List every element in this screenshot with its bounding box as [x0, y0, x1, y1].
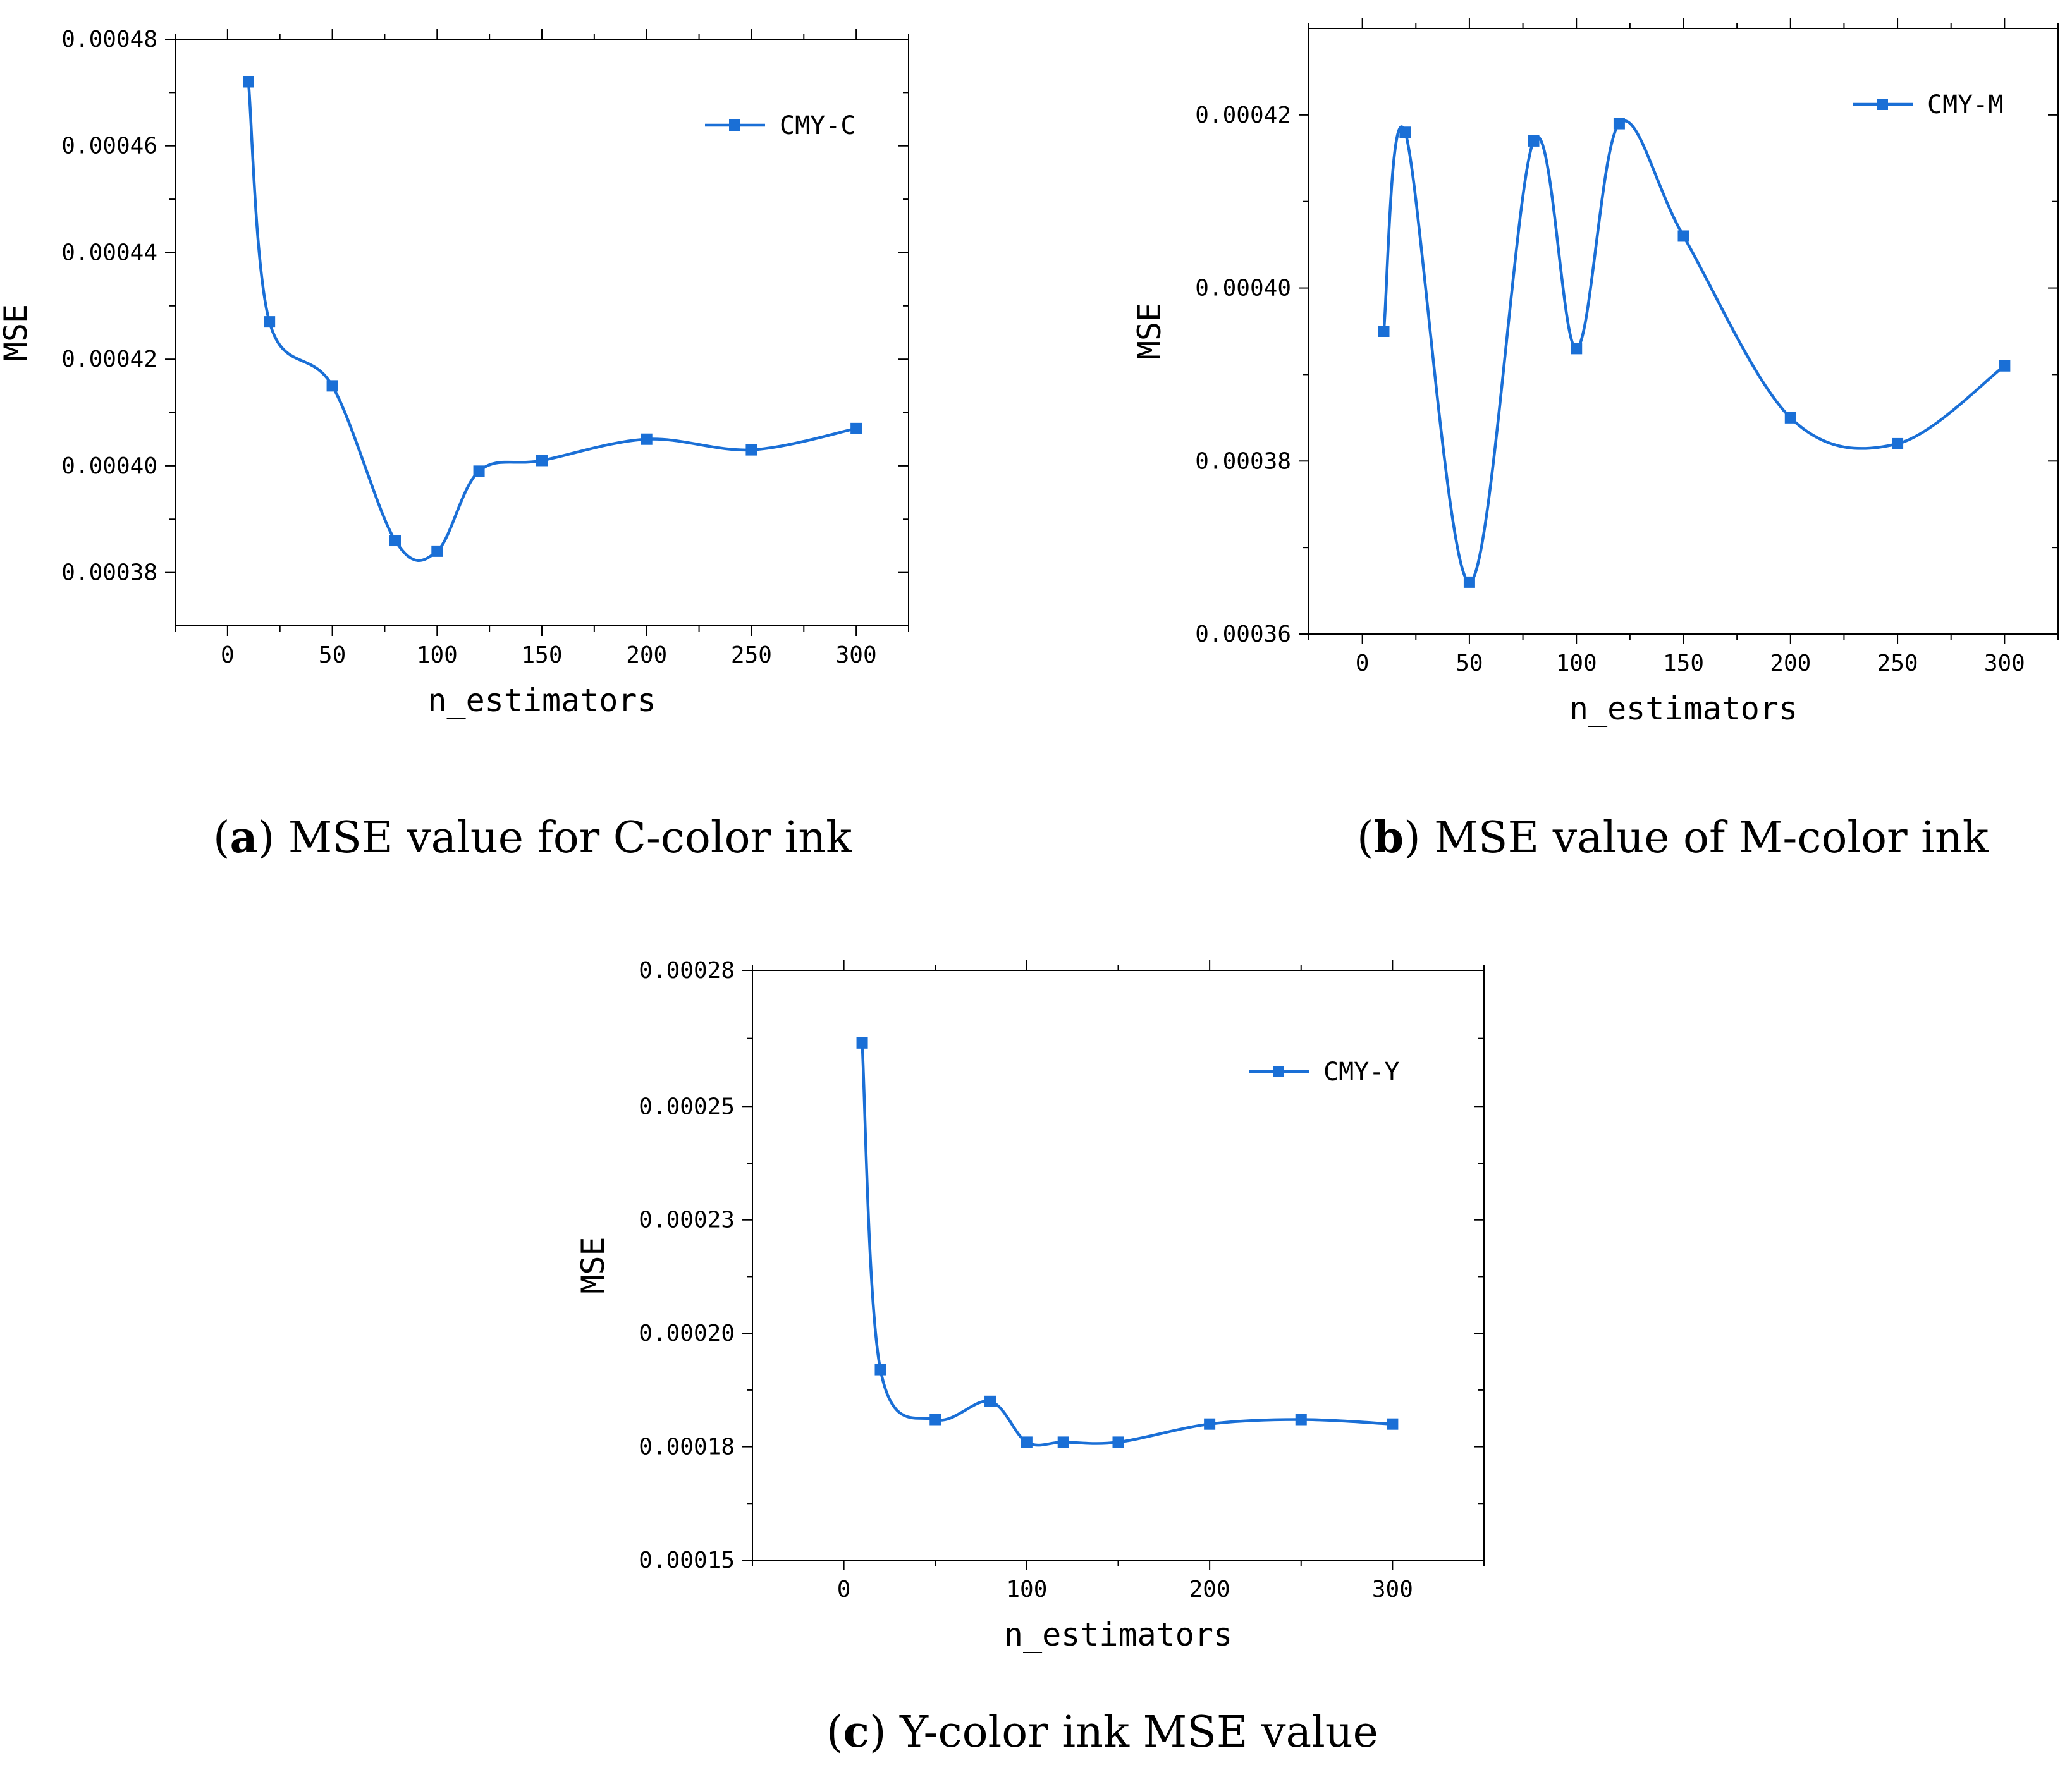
- x-tick-label: 150: [521, 642, 562, 668]
- data-point: [850, 422, 862, 434]
- caption-c-letter: c: [843, 1707, 869, 1757]
- x-axis-title: n_estimators: [1569, 690, 1798, 727]
- y-tick-label: 0.00023: [639, 1207, 735, 1233]
- x-tick-label: 250: [1877, 650, 1918, 676]
- y-axis-title: MSE: [1131, 303, 1168, 360]
- y-tick-label: 0.00040: [61, 453, 157, 479]
- chart-c: 0 100 200 300 0.00015 0.00018 0.00020 0.00023 0.…: [575, 958, 1485, 1653]
- y-tick-label: 0.00044: [61, 240, 157, 266]
- x-tick-label: 200: [1770, 650, 1811, 676]
- y-tick-label: 0.00036: [1195, 621, 1291, 647]
- legend-marker: [729, 119, 740, 131]
- y-tick-label: 0.00042: [61, 346, 157, 372]
- data-point: [874, 1364, 886, 1376]
- x-tick-label: 250: [731, 642, 772, 668]
- data-point: [536, 455, 548, 467]
- data-point: [1677, 230, 1689, 242]
- caption-a: (a) MSE value for C-color ink: [213, 812, 852, 863]
- data-point: [1571, 343, 1583, 355]
- legend-marker: [1877, 99, 1888, 110]
- caption-b-text: MSE value of M-color ink: [1434, 813, 1989, 863]
- data-point: [1057, 1436, 1069, 1448]
- y-tick-label: 0.00038: [1195, 448, 1291, 474]
- data-point: [326, 380, 338, 392]
- x-tick-label: 50: [319, 642, 346, 668]
- legend-label: CMY-C: [780, 111, 855, 140]
- caption-c: (c) Y-color ink MSE value: [826, 1707, 1378, 1757]
- data-point: [1378, 326, 1390, 337]
- x-tick-label: 0: [221, 642, 235, 668]
- x-tick-label: 50: [1456, 650, 1483, 676]
- data-point: [1387, 1418, 1399, 1430]
- caption-c-text: Y-color ink MSE value: [900, 1707, 1378, 1757]
- series-line-cmy-c: [247, 82, 857, 562]
- data-point: [1463, 576, 1475, 588]
- x-tick-label: 150: [1663, 650, 1704, 676]
- y-tick-label: 0.00018: [639, 1434, 735, 1460]
- y-tick-label: 0.00042: [1195, 102, 1291, 128]
- caption-a-letter: a: [230, 812, 258, 863]
- x-tick-label: 100: [1006, 1577, 1047, 1603]
- x-tick-label: 300: [836, 642, 877, 668]
- x-tick-label: 100: [1556, 650, 1597, 676]
- legend-marker: [1273, 1066, 1284, 1077]
- data-point: [473, 465, 485, 477]
- caption-a-text: MSE value for C-color ink: [288, 813, 852, 863]
- y-axis-title: MSE: [575, 1237, 611, 1293]
- data-point: [984, 1395, 996, 1407]
- data-point: [264, 316, 276, 328]
- data-point: [641, 433, 653, 445]
- y-tick-label: 0.00028: [639, 958, 735, 984]
- data-point: [1784, 412, 1796, 424]
- y-tick-label: 0.00046: [61, 133, 157, 159]
- caption-b-letter: b: [1373, 812, 1404, 863]
- x-tick-label: 0: [1356, 650, 1370, 676]
- series-line-cmy-y: [861, 1042, 1393, 1447]
- x-tick-label: 200: [1189, 1577, 1230, 1603]
- data-point: [856, 1037, 868, 1049]
- data-point: [1399, 126, 1411, 138]
- data-point: [389, 535, 401, 547]
- chart-b: 0 50 100 150 200 250 300 0.00036 0.00038 0.00040 0…: [1131, 18, 2059, 727]
- y-tick-label: 0.00015: [639, 1548, 735, 1573]
- data-point: [1892, 437, 1904, 449]
- legend-label: CMY-M: [1927, 90, 2003, 119]
- data-point: [431, 545, 443, 557]
- data-point: [745, 444, 757, 456]
- data-point: [929, 1414, 941, 1426]
- data-point: [1204, 1418, 1216, 1430]
- chart-a: 0 50 100 150 200 250 300 0.00038 0.00040 0.00042 0…: [0, 27, 909, 719]
- data-point: [243, 76, 254, 88]
- data-point: [1528, 135, 1540, 147]
- data-point: [1295, 1414, 1307, 1426]
- y-tick-label: 0.00048: [61, 27, 157, 52]
- data-point: [1613, 118, 1625, 130]
- x-tick-label: 300: [1984, 650, 2025, 676]
- y-tick-label: 0.00025: [639, 1094, 735, 1120]
- series-line-cmy-m: [1382, 119, 2006, 584]
- y-tick-label: 0.00020: [639, 1321, 735, 1346]
- legend-label: CMY-Y: [1323, 1058, 1399, 1087]
- x-tick-label: 0: [837, 1577, 851, 1603]
- x-axis-title: n_estimators: [1004, 1616, 1232, 1653]
- y-tick-label: 0.00038: [61, 560, 157, 586]
- caption-b: (b) MSE value of M-color ink: [1357, 812, 1989, 863]
- data-point: [1021, 1436, 1033, 1448]
- y-axis-title: MSE: [0, 304, 34, 361]
- y-tick-label: 0.00040: [1195, 276, 1291, 302]
- x-tick-label: 200: [626, 642, 667, 668]
- x-axis-title: n_estimators: [427, 682, 656, 719]
- x-tick-label: 100: [417, 642, 458, 668]
- data-point: [1999, 360, 2011, 372]
- data-point: [1112, 1436, 1124, 1448]
- x-tick-label: 300: [1372, 1577, 1413, 1603]
